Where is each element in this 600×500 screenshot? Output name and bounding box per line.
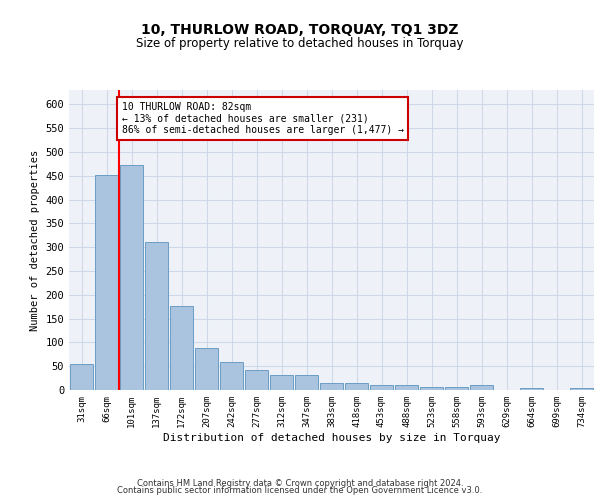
Bar xyxy=(395,385,418,390)
Bar xyxy=(269,375,293,390)
Bar xyxy=(95,175,118,390)
Bar xyxy=(119,165,143,390)
Bar xyxy=(419,387,443,390)
Text: Contains HM Land Registry data © Crown copyright and database right 2024.: Contains HM Land Registry data © Crown c… xyxy=(137,478,463,488)
Bar xyxy=(520,388,544,390)
Bar xyxy=(170,306,193,390)
Bar xyxy=(220,362,244,390)
Text: Size of property relative to detached houses in Torquay: Size of property relative to detached ho… xyxy=(136,38,464,51)
Y-axis label: Number of detached properties: Number of detached properties xyxy=(30,150,40,330)
Bar xyxy=(245,370,268,390)
Bar xyxy=(470,385,493,390)
Bar xyxy=(370,385,394,390)
Bar xyxy=(194,348,218,390)
Bar xyxy=(145,242,169,390)
Bar xyxy=(344,383,368,390)
Bar xyxy=(569,388,593,390)
Bar xyxy=(445,387,469,390)
Bar xyxy=(320,383,343,390)
Text: 10 THURLOW ROAD: 82sqm
← 13% of detached houses are smaller (231)
86% of semi-de: 10 THURLOW ROAD: 82sqm ← 13% of detached… xyxy=(121,102,404,135)
Text: 10, THURLOW ROAD, TORQUAY, TQ1 3DZ: 10, THURLOW ROAD, TORQUAY, TQ1 3DZ xyxy=(141,22,459,36)
Bar xyxy=(70,364,94,390)
X-axis label: Distribution of detached houses by size in Torquay: Distribution of detached houses by size … xyxy=(163,432,500,442)
Text: Contains public sector information licensed under the Open Government Licence v3: Contains public sector information licen… xyxy=(118,486,482,495)
Bar xyxy=(295,375,319,390)
